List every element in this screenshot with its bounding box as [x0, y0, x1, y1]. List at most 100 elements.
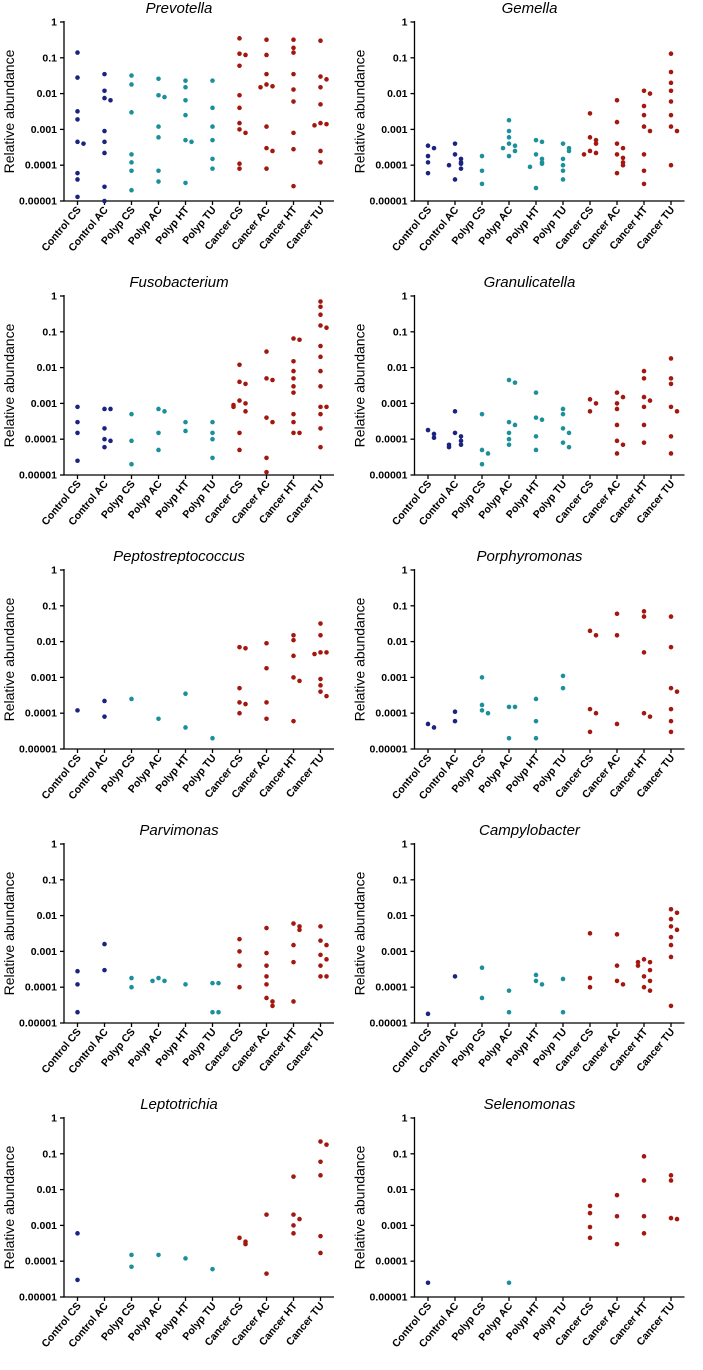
data-point-cancer-ac: [264, 166, 269, 171]
data-point-control-ac: [452, 177, 458, 182]
data-point-control-cs: [425, 153, 431, 159]
data-point-cancer-tu: [318, 74, 323, 79]
data-point-cancer-ht: [291, 1223, 296, 1228]
data-point-cancer-ac: [264, 640, 269, 646]
data-point-control-cs: [75, 109, 80, 114]
data-point-cancer-cs: [587, 409, 593, 414]
data-point-polyp-ht: [533, 390, 539, 395]
data-point-control-ac: [458, 442, 464, 448]
data-point-cancer-cs: [237, 36, 242, 41]
data-point-polyp-cs: [129, 1264, 134, 1270]
data-point-control-ac: [108, 97, 113, 103]
data-point-cancer-ht: [635, 963, 641, 968]
data-point-cancer-ac: [614, 978, 620, 984]
data-point-cancer-ac: [614, 963, 620, 968]
y-tick-label: 1: [51, 291, 57, 303]
data-point-cancer-ac: [264, 71, 269, 77]
data-point-cancer-ht: [291, 430, 296, 436]
y-tick-label: 0.01: [37, 1184, 58, 1196]
data-point-cancer-tu: [668, 954, 674, 960]
data-point-cancer-ht: [641, 152, 647, 157]
panel-selenomonas: Selenomonas Relative abundance 1 0.1 0.01 0.0…: [352, 1096, 685, 1350]
data-point-cancer-ht: [641, 88, 647, 94]
y-tick-label: 0.01: [387, 910, 408, 922]
data-point-cancer-tu: [668, 906, 674, 912]
chart-title: Leptotrichia: [140, 1096, 218, 1113]
y-tick-label: 1: [51, 565, 57, 577]
data-point-cancer-ac: [264, 349, 269, 354]
data-point-cancer-cs: [587, 1210, 593, 1216]
data-point-control-ac: [452, 409, 458, 414]
data-point-cancer-tu: [318, 404, 323, 410]
y-tick-label: 0.00001: [19, 470, 57, 482]
data-point-polyp-cs: [485, 451, 491, 456]
data-point-cancer-cs: [237, 166, 242, 171]
chart-title: Fusobacterium: [129, 274, 228, 291]
data-point-polyp-ht: [539, 156, 545, 162]
data-point-cancer-tu: [318, 952, 323, 958]
data-point-cancer-tu: [668, 942, 674, 948]
data-point-cancer-tu: [668, 1178, 674, 1183]
data-point-cancer-ac: [264, 469, 269, 475]
data-point-cancer-ht: [641, 650, 647, 655]
data-point-cancer-ht: [641, 1213, 647, 1219]
data-point-cancer-tu: [318, 120, 323, 126]
data-point-polyp-ac: [156, 124, 161, 129]
data-point-polyp-ht: [183, 84, 188, 90]
data-point-cancer-cs: [243, 401, 248, 406]
data-point-polyp-ht: [183, 78, 188, 83]
panel-prevotella: Prevotella Relative abundance 1 0.1 0.01 0.00…: [1, 0, 334, 254]
chart-title: Granulicatella: [484, 274, 576, 291]
data-point-cancer-cs: [237, 430, 242, 436]
data-point-cancer-ac: [620, 155, 626, 161]
data-point-cancer-ac: [264, 37, 269, 43]
data-point-control-ac: [458, 166, 464, 171]
data-point-cancer-ac: [614, 97, 620, 103]
data-point-cancer-ht: [291, 1212, 296, 1217]
data-point-polyp-ac: [506, 141, 512, 146]
y-tick-label: 0.001: [381, 946, 407, 958]
chart-title: Gemella: [502, 0, 558, 17]
data-point-polyp-cs: [479, 461, 485, 467]
data-point-cancer-ac: [264, 950, 269, 956]
data-point-cancer-ac: [614, 632, 620, 638]
data-point-cancer-ht: [647, 959, 653, 965]
data-point-polyp-tu: [216, 980, 221, 986]
data-point-control-ac: [452, 718, 458, 724]
data-point-control-ac: [452, 974, 458, 979]
data-point-polyp-ac: [162, 978, 167, 984]
y-tick-label: 0.1: [393, 326, 408, 338]
data-point-control-ac: [102, 71, 107, 77]
data-point-polyp-cs: [479, 995, 485, 1001]
data-point-polyp-ac: [506, 704, 512, 710]
y-axis-label: Relative abundance: [1, 323, 17, 447]
data-point-cancer-tu: [668, 124, 674, 129]
data-point-cancer-ht: [641, 974, 647, 979]
panel-porphyromonas: Porphyromonas Relative abundance 1 0.1 0.01 0…: [352, 548, 685, 802]
data-point-cancer-tu: [318, 38, 323, 44]
data-point-polyp-tu: [210, 430, 215, 436]
data-point-control-ac: [102, 444, 107, 450]
data-point-cancer-cs: [237, 949, 242, 954]
data-point-polyp-ht: [527, 164, 533, 170]
y-axis: [413, 1117, 685, 1298]
data-point-control-cs: [75, 1009, 80, 1015]
data-point-cancer-cs: [593, 137, 599, 143]
data-point-cancer-ht: [291, 1174, 296, 1179]
data-point-polyp-ac: [506, 442, 512, 448]
data-point-cancer-ht: [297, 927, 302, 933]
data-point-control-cs: [425, 1280, 431, 1286]
data-point-polyp-ac: [156, 975, 161, 981]
data-point-cancer-cs: [587, 1224, 593, 1230]
y-tick-label: 0.00001: [370, 744, 408, 756]
data-point-cancer-ac: [264, 52, 269, 58]
data-point-cancer-tu: [668, 916, 674, 922]
y-tick-label: 0.0001: [375, 1256, 407, 1268]
data-point-control-cs: [75, 458, 80, 464]
y-tick-label: 0.1: [42, 1148, 57, 1160]
data-point-polyp-ht: [533, 718, 539, 724]
data-point-cancer-ht: [641, 368, 647, 374]
data-point-cancer-tu: [318, 444, 323, 450]
data-point-polyp-ac: [506, 436, 512, 442]
data-point-cancer-tu: [668, 934, 674, 940]
